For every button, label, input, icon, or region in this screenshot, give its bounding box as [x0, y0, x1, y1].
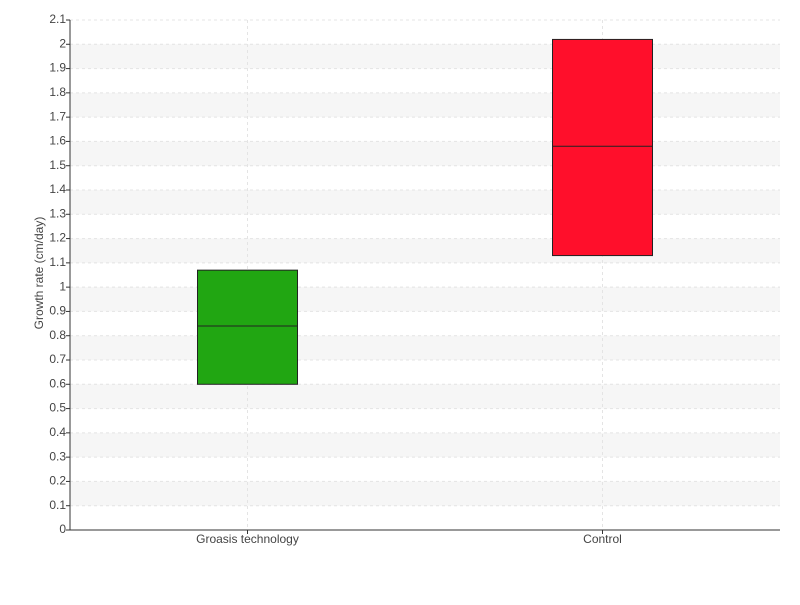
y-tick-label: 0.4: [49, 425, 66, 439]
y-tick-label: 0.3: [49, 449, 66, 463]
y-tick-label: 1.7: [49, 109, 66, 123]
grid-band: [70, 190, 780, 215]
y-axis-label: Growth rate (cm/day): [32, 217, 46, 330]
y-tick-label: 0.2: [49, 474, 66, 488]
grid-band: [70, 287, 780, 312]
y-tick-label: 0: [59, 522, 66, 536]
grid-band: [70, 92, 780, 118]
y-tick-label: 0.8: [49, 328, 66, 342]
grid-band: [70, 432, 780, 458]
y-tick-label: 1.5: [49, 158, 66, 172]
grid-band: [70, 384, 780, 409]
y-tick-label: 1.2: [49, 231, 66, 245]
y-tick-label: 1.3: [49, 206, 66, 220]
grid-band: [70, 335, 780, 360]
box: [197, 269, 298, 385]
y-tick-label: 2: [59, 36, 66, 50]
y-tick-label: 1.9: [49, 61, 66, 75]
y-tick-label: 1.4: [49, 182, 66, 196]
y-tick-label: 2.1: [49, 12, 66, 26]
y-tick-label: 0.5: [49, 401, 66, 415]
y-tick-label: 0.1: [49, 498, 66, 512]
y-tick-label: 0.7: [49, 352, 66, 366]
y-tick-label: 1.8: [49, 85, 66, 99]
grid-band: [70, 44, 780, 69]
grid-band: [70, 238, 780, 263]
x-tick-label: Groasis technology: [196, 532, 299, 546]
y-tick-label: 0.9: [49, 304, 66, 318]
y-tick-label: 1.1: [49, 255, 66, 269]
y-tick-label: 0.6: [49, 376, 66, 390]
y-tick-label: 1.6: [49, 134, 66, 148]
y-tick-label: 1: [59, 279, 66, 293]
box: [552, 38, 653, 257]
grid-band: [70, 141, 780, 166]
grid-band: [70, 481, 780, 506]
x-tick-label: Control: [583, 532, 622, 546]
